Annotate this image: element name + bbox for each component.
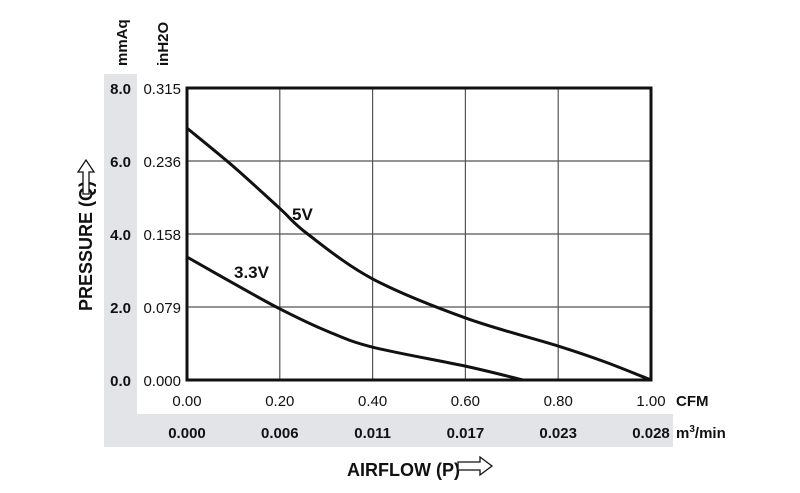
y-tick-inh2o: 0.079 <box>143 300 181 317</box>
plot-frame <box>185 86 653 382</box>
x-tick-m3min: 0.028 <box>632 425 670 442</box>
x-unit-m3min-sup: 3 <box>689 424 695 435</box>
y-unit-mmaq: mmAq <box>114 19 131 66</box>
y-tick-mmaq: 2.0 <box>110 300 131 317</box>
airflow-arrow-icon <box>457 455 494 477</box>
y-tick-mmaq: 6.0 <box>110 154 131 171</box>
series-label-5v: 5V <box>292 205 313 224</box>
x-tick-m3min: 0.017 <box>447 425 485 442</box>
y-tick-mmaq: 4.0 <box>110 227 131 244</box>
x-tick-m3min: 0.023 <box>539 425 577 442</box>
series-line-3-3V <box>186 255 524 382</box>
series-line-5V <box>186 126 652 382</box>
x-tick-cfm: 1.00 <box>636 393 665 410</box>
x-tick-cfm: 0.80 <box>544 393 573 410</box>
y-axis-title: PRESSURE (Q) <box>76 181 96 311</box>
x-tick-cfm: 0.40 <box>358 393 387 410</box>
y-tick-inh2o: 0.000 <box>143 373 181 390</box>
x-unit-cfm: CFM <box>676 393 709 410</box>
x-tick-m3min: 0.006 <box>261 425 299 442</box>
pressure-arrow-icon <box>76 158 96 195</box>
y-tick-inh2o: 0.236 <box>143 154 181 171</box>
x-tick-cfm: 0.20 <box>265 393 294 410</box>
y-unit-inh2o: inH2O <box>155 21 172 66</box>
x-unit-m3min-rest: /min <box>695 425 726 442</box>
x-axis-title: AIRFLOW (P) <box>347 460 460 480</box>
y-tick-mmaq: 0.0 <box>110 373 131 390</box>
x-tick-cfm: 0.00 <box>172 393 201 410</box>
x-tick-m3min: 0.000 <box>168 425 206 442</box>
series-label-3-3v: 3.3V <box>234 263 270 282</box>
y-tick-inh2o: 0.158 <box>143 227 181 244</box>
x-unit-m3min-base: m <box>676 425 689 442</box>
x-tick-m3min: 0.011 <box>354 425 391 442</box>
x-axis-m3min-band <box>104 414 673 447</box>
x-unit-m3min: m3/min <box>676 424 726 442</box>
y-tick-inh2o: 0.315 <box>143 81 181 98</box>
y-axis-mmaq-band <box>104 74 137 447</box>
x-tick-cfm: 0.60 <box>451 393 480 410</box>
y-tick-mmaq: 8.0 <box>110 81 131 98</box>
